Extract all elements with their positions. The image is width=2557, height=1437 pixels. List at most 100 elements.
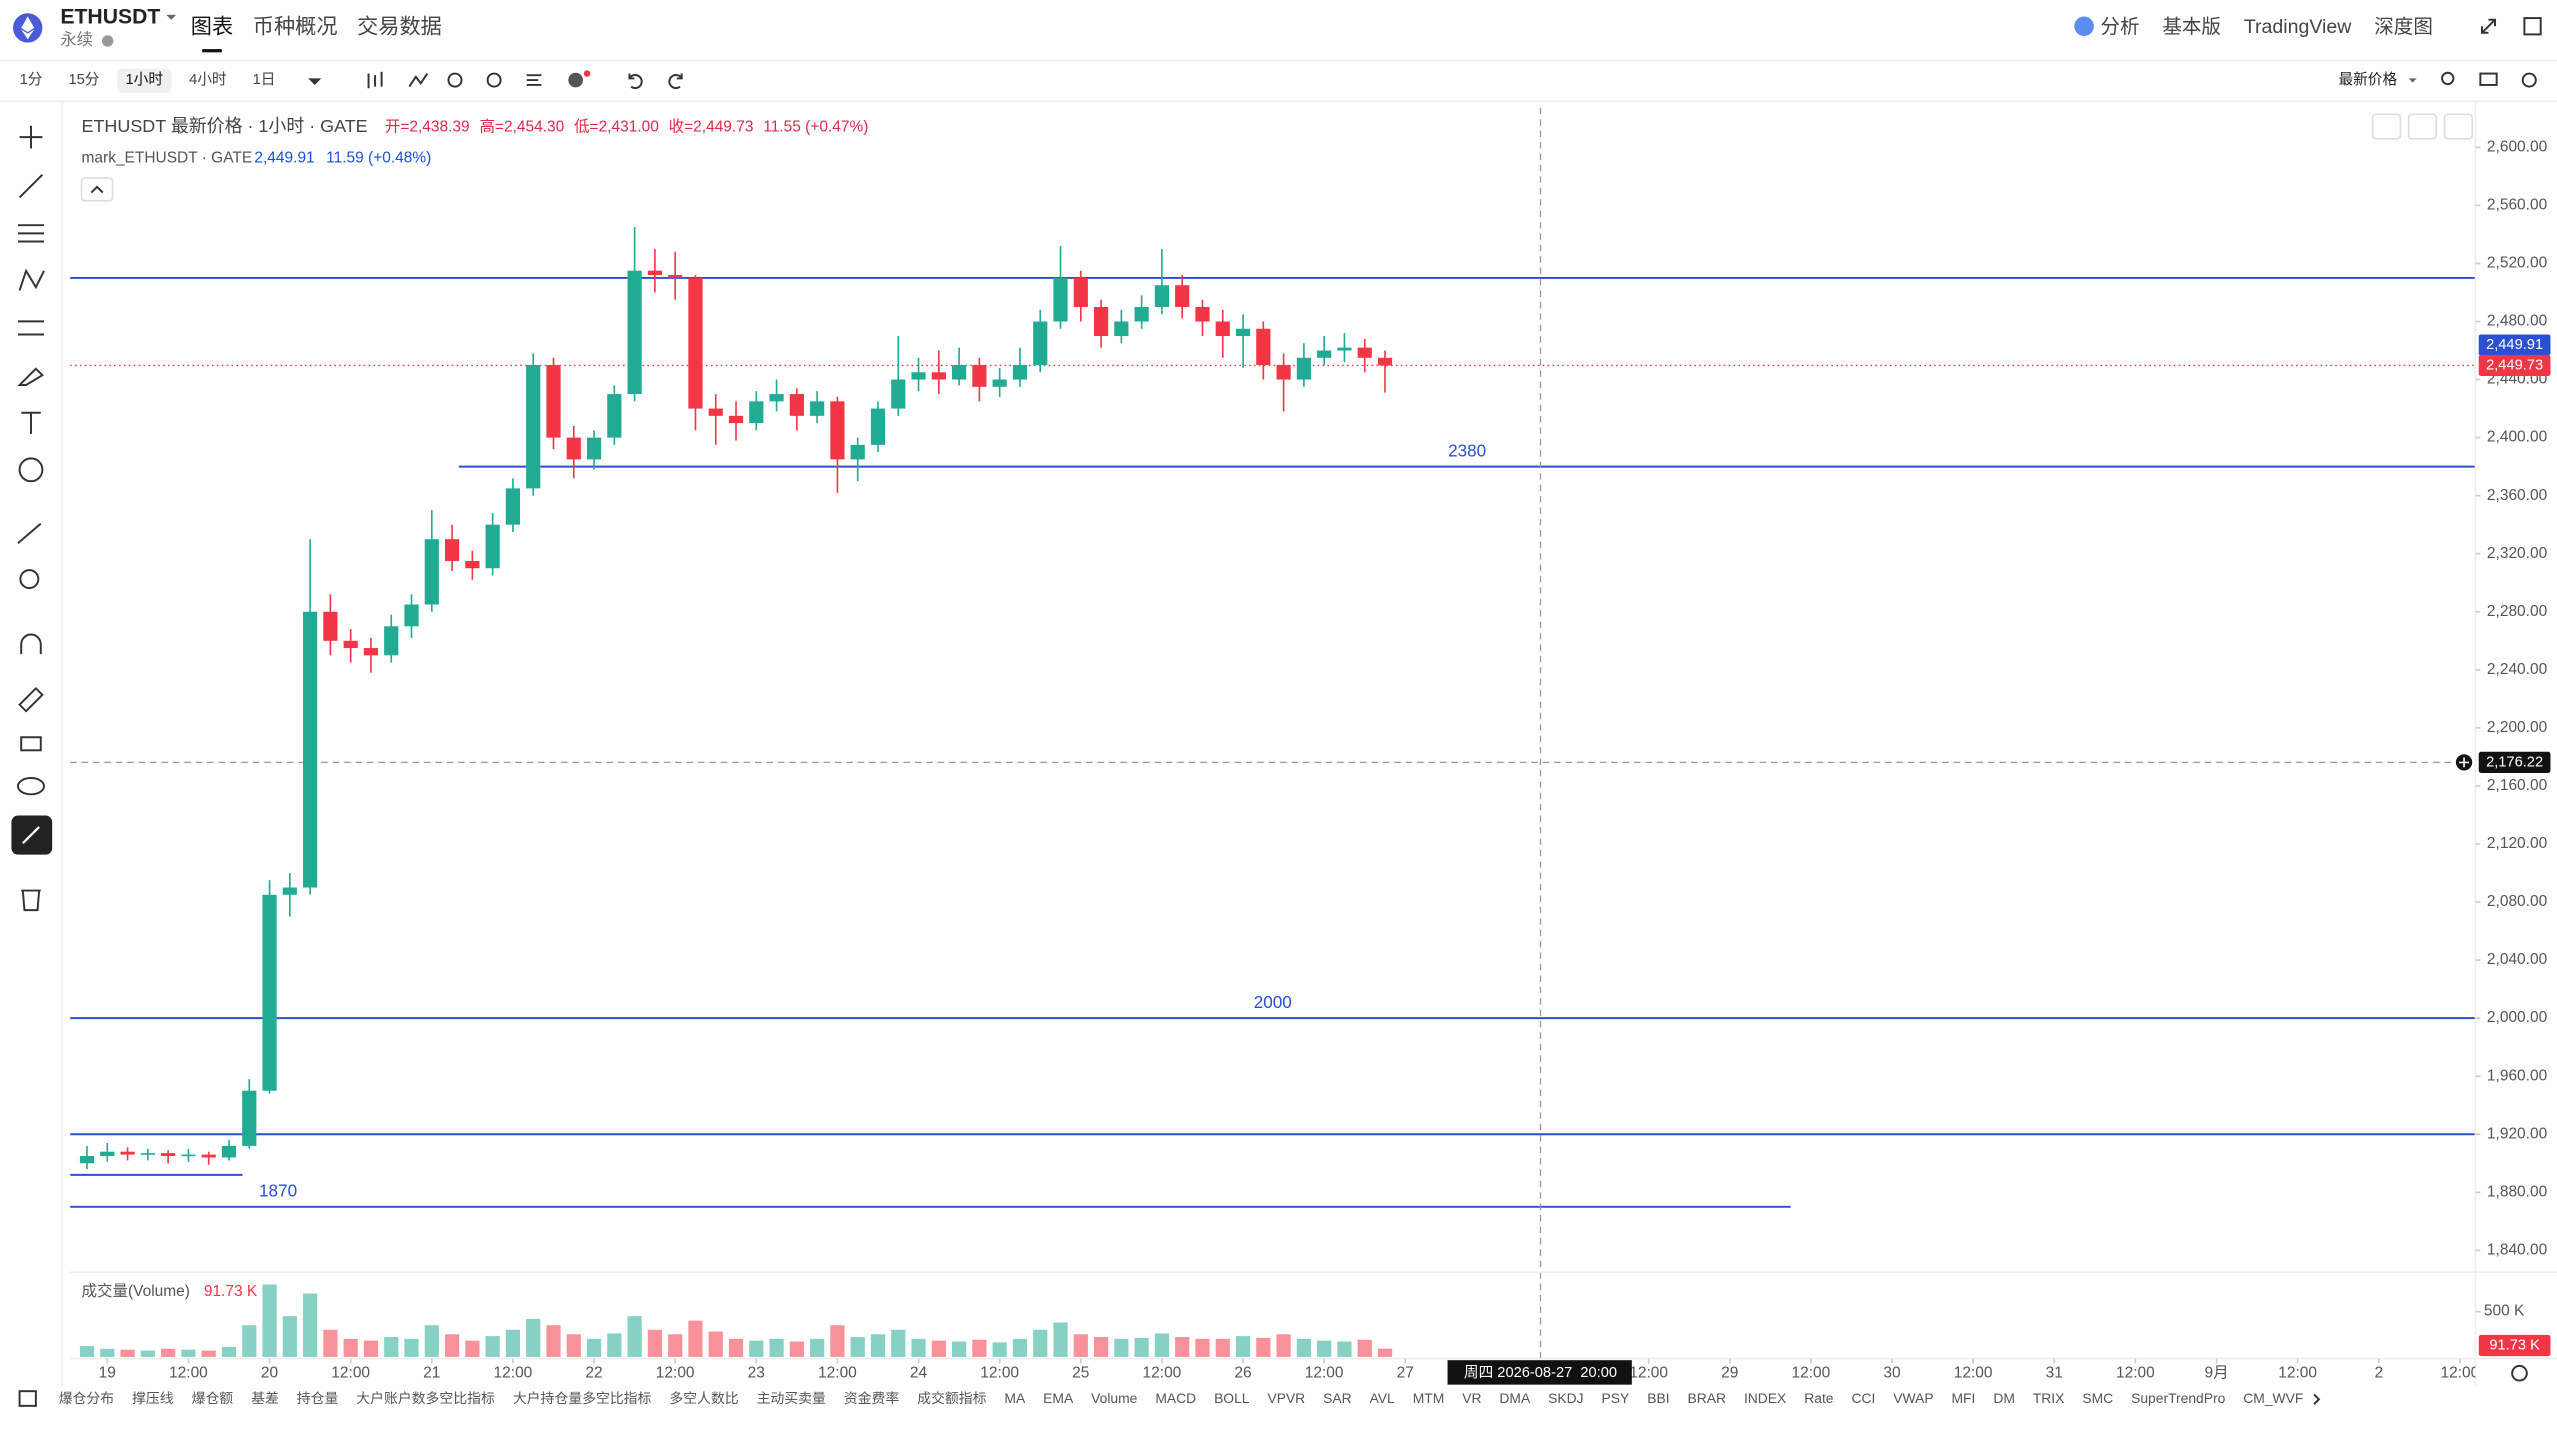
indicator-button[interactable]: SMC [2082, 1390, 2113, 1406]
undo-icon[interactable] [628, 73, 643, 90]
fib-tool[interactable] [17, 224, 45, 243]
indicator-button[interactable]: Rate [1804, 1390, 1834, 1406]
indicator-button[interactable]: 主动买卖量 [757, 1390, 826, 1406]
brush-tool[interactable] [17, 367, 44, 386]
indicator-button[interactable]: SuperTrendPro [2131, 1390, 2226, 1406]
candle-body [1276, 365, 1291, 380]
settings-icon[interactable] [2521, 72, 2537, 88]
indicator-button[interactable]: 大户持仓量多空比指标 [513, 1390, 652, 1406]
axis-settings[interactable] [2511, 1364, 2528, 1382]
tab[interactable]: 图表 [191, 14, 233, 38]
indicator-button[interactable]: Volume [1091, 1390, 1138, 1406]
search-icon[interactable] [2441, 71, 2455, 86]
template-icon[interactable] [526, 74, 542, 86]
pane-maximize-button[interactable] [2443, 113, 2474, 140]
header-link[interactable]: 分析 [2100, 16, 2139, 38]
indicator-button[interactable]: INDEX [1744, 1390, 1786, 1406]
interval-button[interactable]: 4小时 [189, 71, 227, 88]
candle-body [789, 394, 804, 416]
indicator-button[interactable]: 持仓量 [297, 1390, 339, 1406]
fullscreen-icon[interactable] [2481, 18, 2497, 34]
indicator-button[interactable]: TRIX [2033, 1390, 2065, 1406]
indicator-icon[interactable] [408, 72, 429, 88]
interval-button[interactable]: 15分 [68, 71, 99, 88]
symbol-dropdown[interactable] [166, 14, 177, 20]
projection-tool[interactable] [17, 320, 45, 336]
indicator-button[interactable]: DMA [1499, 1390, 1531, 1406]
indicator-button[interactable]: 爆仓额 [192, 1390, 234, 1406]
pattern-tool[interactable] [18, 268, 45, 291]
tab[interactable]: 币种概况 [253, 14, 338, 38]
alert-icon[interactable] [447, 72, 463, 88]
candle-body [384, 626, 399, 656]
stay-draw-tool[interactable] [18, 686, 44, 713]
indicator-button[interactable]: BBI [1647, 1390, 1669, 1406]
indicator-button[interactable]: 大户账户数多空比指标 [356, 1390, 495, 1406]
indicator-button[interactable]: PSY [1602, 1390, 1630, 1406]
indicator-button[interactable]: SAR [1323, 1390, 1352, 1406]
legend-ohlc: 收=2,449.73 [669, 117, 754, 135]
analysis-icon[interactable] [2074, 16, 2094, 37]
volume-last-label-box [2478, 1334, 2551, 1357]
pane-collapse-button[interactable] [2407, 113, 2438, 140]
redo-icon[interactable] [668, 73, 683, 90]
header-link[interactable]: TradingView [2244, 16, 2352, 38]
zoom-tool[interactable] [19, 569, 40, 590]
scroll-right[interactable] [2313, 1393, 2321, 1405]
replay-icon[interactable] [486, 72, 502, 88]
indicator-button[interactable]: 基差 [251, 1390, 279, 1406]
candle-body [1256, 328, 1271, 366]
indicator-button[interactable]: MA [1004, 1390, 1026, 1406]
price-source-dropdown[interactable] [2408, 78, 2417, 83]
interval-dropdown[interactable] [308, 78, 322, 85]
hide-tool[interactable] [16, 777, 46, 796]
header-link[interactable]: 深度图 [2374, 16, 2433, 38]
candle-body [566, 437, 581, 460]
indicator-button[interactable]: DM [1993, 1390, 2015, 1406]
indicator-button[interactable]: MTM [1413, 1390, 1445, 1406]
text-tool[interactable] [21, 411, 41, 434]
trendline-tool[interactable] [18, 173, 44, 199]
interval-button[interactable]: 1小时 [126, 71, 164, 88]
ruler-tool[interactable] [17, 522, 42, 544]
delete-tool[interactable] [21, 889, 41, 912]
candle-body [526, 365, 541, 489]
magnet-tool[interactable] [20, 633, 42, 655]
interval-button[interactable]: 1日 [253, 72, 276, 88]
symbol[interactable]: ETHUSDT [60, 6, 160, 29]
indicator-button[interactable]: 成交额指标 [917, 1390, 986, 1406]
indicator-button[interactable]: 资金费率 [844, 1390, 900, 1406]
indicator-button[interactable]: VPVR [1267, 1390, 1305, 1406]
indicator-button[interactable]: CCI [1851, 1390, 1875, 1406]
indicator-button[interactable]: 撑压线 [132, 1390, 174, 1406]
indicator-button[interactable]: 多空人数比 [669, 1390, 738, 1406]
indicator-button[interactable]: SKDJ [1548, 1390, 1583, 1406]
candle-type-icon[interactable] [367, 71, 383, 89]
indicator-panel-icon[interactable] [18, 1390, 37, 1407]
indicator-button[interactable]: CM_WVF [2243, 1390, 2303, 1406]
camera-icon[interactable] [2479, 72, 2498, 86]
candle-body [404, 604, 419, 627]
interval-button[interactable]: 1分 [20, 71, 43, 88]
header-link[interactable]: 基本版 [2162, 16, 2221, 38]
indicator-button[interactable]: MFI [1952, 1390, 1976, 1406]
indicator-button[interactable]: EMA [1043, 1390, 1074, 1406]
emoji-tool[interactable] [18, 457, 44, 483]
price-source[interactable]: 最新价格 [2338, 71, 2397, 88]
tab[interactable]: 交易数据 [357, 14, 442, 38]
indicator-button[interactable]: 爆仓分布 [59, 1390, 115, 1406]
indicator-button[interactable]: VR [1462, 1390, 1481, 1406]
volume-bar [627, 1316, 642, 1357]
window-icon[interactable] [2523, 17, 2542, 36]
crosshair-tool[interactable] [19, 125, 43, 149]
indicator-button[interactable]: MACD [1155, 1390, 1196, 1406]
indicator-button[interactable]: VWAP [1893, 1390, 1933, 1406]
lock-tool[interactable] [20, 736, 42, 752]
plugin-icon[interactable] [568, 72, 583, 88]
info-icon[interactable] [101, 35, 114, 47]
indicator-button[interactable]: AVL [1370, 1390, 1395, 1406]
collapse-button[interactable] [80, 177, 114, 202]
pane-down-button[interactable] [2371, 113, 2402, 140]
indicator-button[interactable]: BRAR [1687, 1390, 1726, 1406]
indicator-button[interactable]: BOLL [1214, 1390, 1250, 1406]
